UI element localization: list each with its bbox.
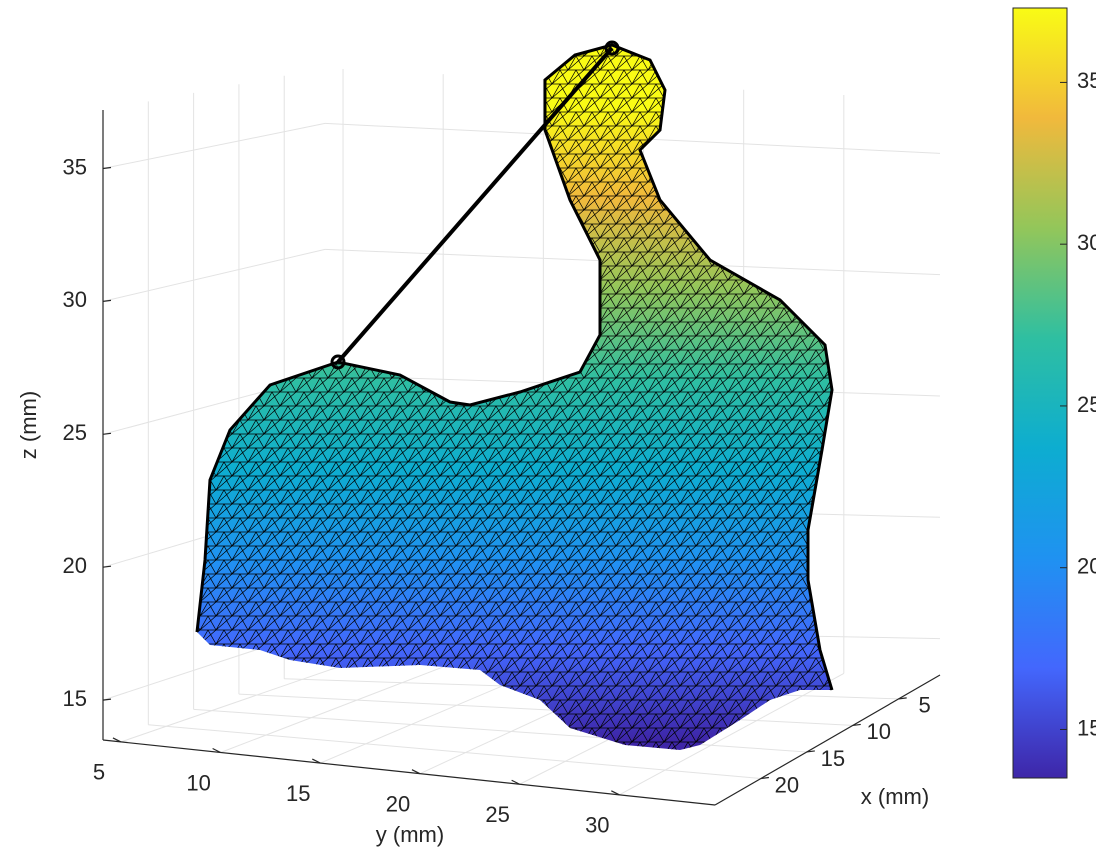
y-tick-label: 20 [386,791,410,816]
x-tick [806,750,815,753]
z-tick [102,565,112,568]
surface-mesh [197,45,832,750]
colorbar-scale [1012,7,1068,779]
axes: 15 20 25 30 35 5 10 15 20 25 30 5 10 15 20 [63,110,941,838]
x-tick [898,697,907,700]
y-tick [611,790,620,796]
colorbar-tick-label: 20 [1077,554,1096,579]
x-tick-label: 15 [821,746,845,771]
y-tick [312,758,321,764]
y-axis-label: y (mm) [376,822,444,847]
y-tick [511,779,520,785]
y-tick [411,769,421,775]
grid-line [120,664,344,743]
x-axis [714,674,941,806]
z-tick [102,299,112,302]
marker [604,40,620,56]
z-tick-label: 35 [63,154,87,179]
x-tick-label: 5 [919,693,931,718]
y-tick-label: 5 [93,760,105,785]
connector-line [336,46,614,364]
z-tick [102,166,112,170]
colorbar: 15 20 25 30 35 [1012,7,1096,779]
z-tick-label: 30 [63,287,87,312]
grid-line [220,666,444,753]
x-axis-label: x (mm) [861,784,929,809]
z-tick-label: 25 [63,420,87,445]
colorbar-tick-label: 35 [1077,68,1096,93]
surface [195,40,834,750]
y-tick [112,737,122,743]
y-tick [212,747,221,754]
z-tick-label: 15 [63,686,87,711]
y-axis [102,739,716,806]
grid-line [238,693,853,726]
colorbar-tick-label: 30 [1077,230,1096,255]
grid-line [102,122,326,169]
z-tick [102,432,112,435]
x-tick [852,723,861,727]
grid-line [619,672,845,796]
z-tick [102,698,112,701]
x-tick-label: 20 [775,772,799,797]
z-tick-label: 20 [63,553,87,578]
grid-line [102,248,326,302]
x-tick [760,776,769,780]
grid-line [148,724,761,779]
y-tick-label: 15 [286,781,310,806]
y-tick-label: 30 [585,813,609,838]
surface-outline [195,43,834,691]
colorbar-tick-label: 25 [1077,392,1096,417]
marker [330,354,346,370]
y-tick-label: 10 [186,770,210,795]
y-tick-label: 25 [485,802,509,827]
x-tick-label: 10 [867,719,891,744]
z-axis-label: z (mm) [16,391,41,459]
grid-line [193,708,807,753]
colorbar-tick-label: 15 [1077,715,1096,740]
